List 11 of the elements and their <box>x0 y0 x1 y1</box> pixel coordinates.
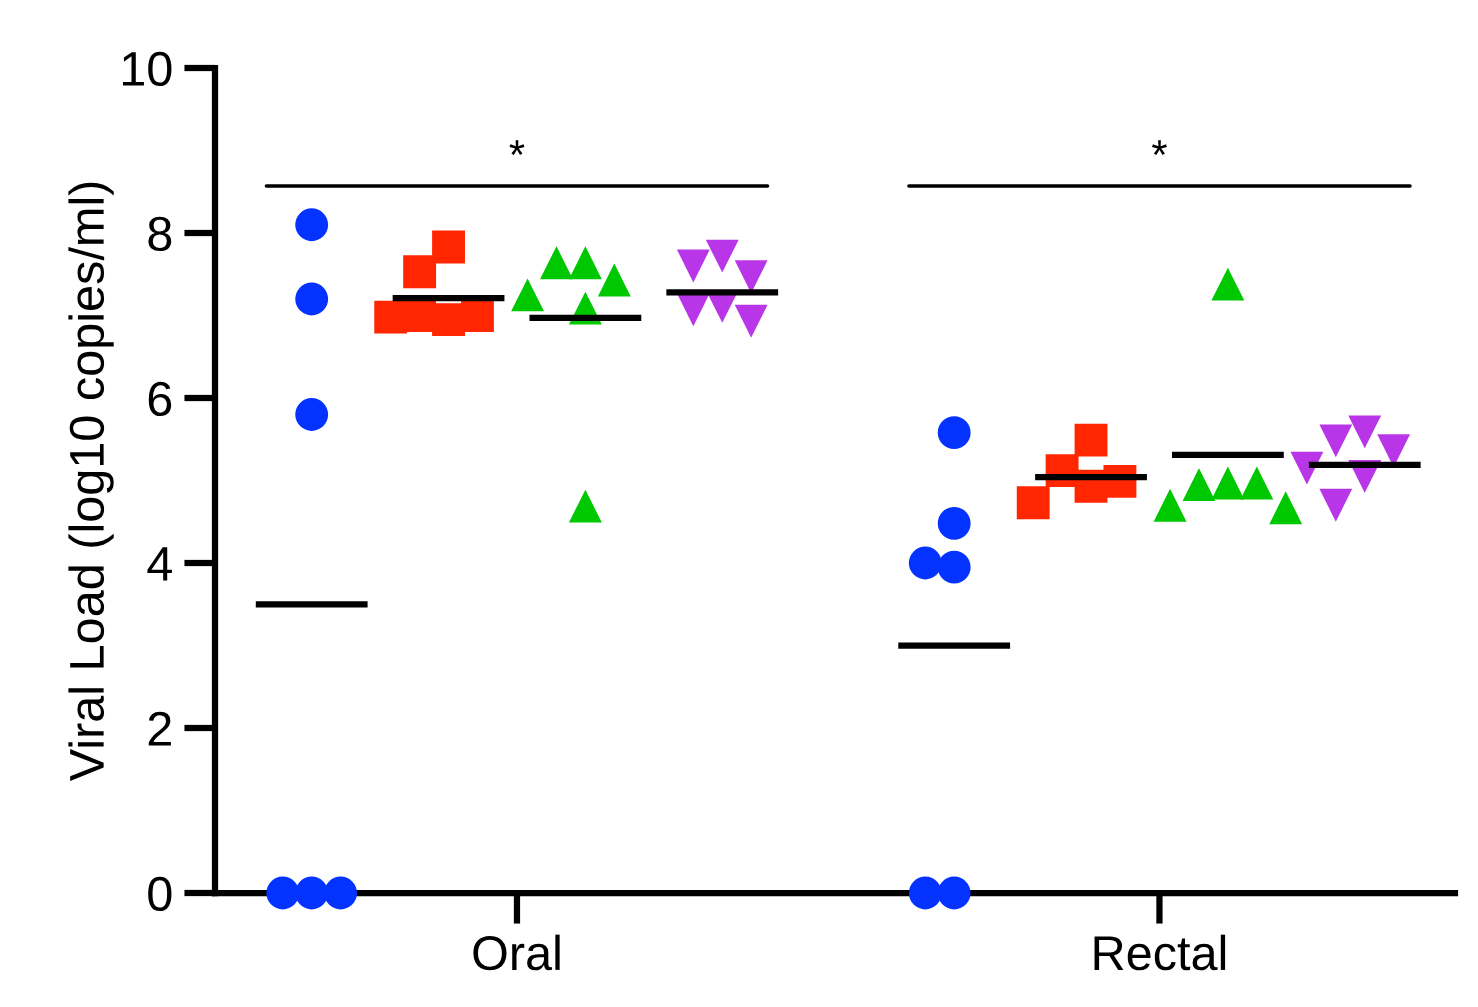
annotation: * <box>509 140 525 155</box>
x-tick-label: Rectal <box>1094 934 1226 971</box>
annotation: * <box>1152 140 1167 155</box>
y-tick-label: 10 <box>122 51 172 87</box>
y-axis-title: Viral Load (log10 copies/ml) <box>68 182 114 782</box>
y-tick-label: 2 <box>148 711 171 746</box>
y-tick-label: 4 <box>147 547 172 581</box>
x-tick-label: Oral <box>473 934 560 971</box>
y-tick-label: 0 <box>148 876 172 912</box>
y-tick-label: 8 <box>148 216 172 252</box>
y-tick-label: 6 <box>148 381 172 417</box>
